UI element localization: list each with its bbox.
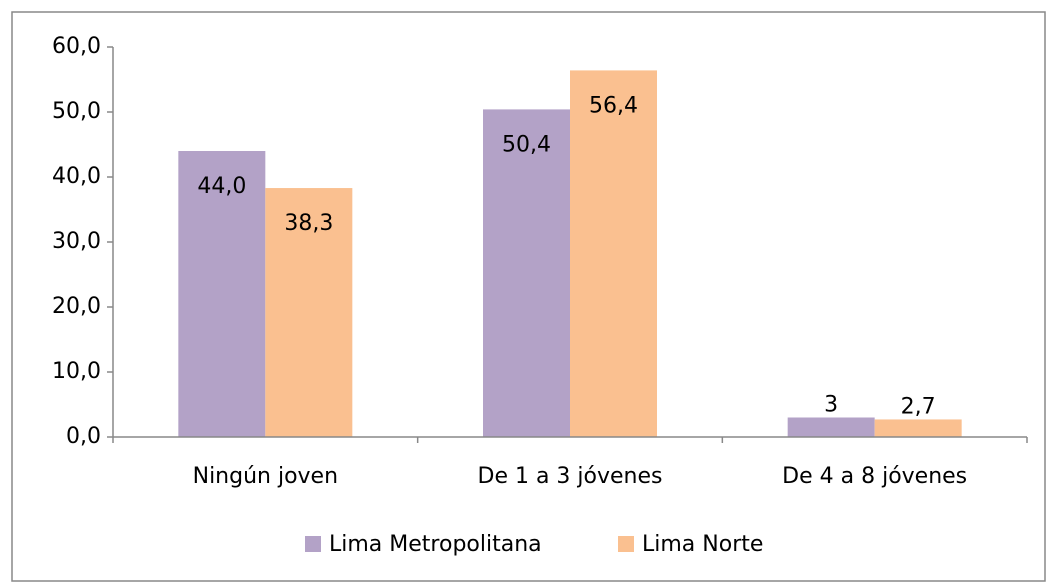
- bar: [570, 70, 657, 438]
- y-tick-label: 0,0: [66, 424, 101, 449]
- bar: [483, 109, 570, 438]
- y-tick-label: 20,0: [52, 294, 101, 319]
- legend-swatch: [305, 536, 321, 552]
- data-label: 50,4: [502, 132, 551, 157]
- y-tick-label: 30,0: [52, 229, 101, 254]
- x-tick-label: Ningún joven: [193, 464, 338, 489]
- legend-label: Lima Norte: [642, 532, 763, 557]
- legend-swatch: [618, 536, 634, 552]
- x-tick-label: De 1 a 3 jóvenes: [478, 464, 663, 489]
- bar: [787, 417, 875, 437]
- legend-label: Lima Metropolitana: [329, 532, 542, 557]
- bar: [874, 419, 962, 437]
- y-tick-label: 60,0: [52, 34, 101, 59]
- y-tick-label: 50,0: [52, 99, 101, 124]
- bar: [265, 188, 353, 437]
- data-label: 3: [824, 393, 838, 418]
- data-label: 2,7: [901, 394, 936, 419]
- bar: [178, 151, 266, 437]
- data-label: 56,4: [589, 93, 638, 118]
- y-tick-label: 10,0: [52, 359, 101, 384]
- data-label: 44,0: [197, 174, 246, 199]
- y-tick-label: 40,0: [52, 164, 101, 189]
- data-label: 38,3: [284, 211, 333, 236]
- x-tick-label: De 4 a 8 jóvenes: [782, 464, 967, 489]
